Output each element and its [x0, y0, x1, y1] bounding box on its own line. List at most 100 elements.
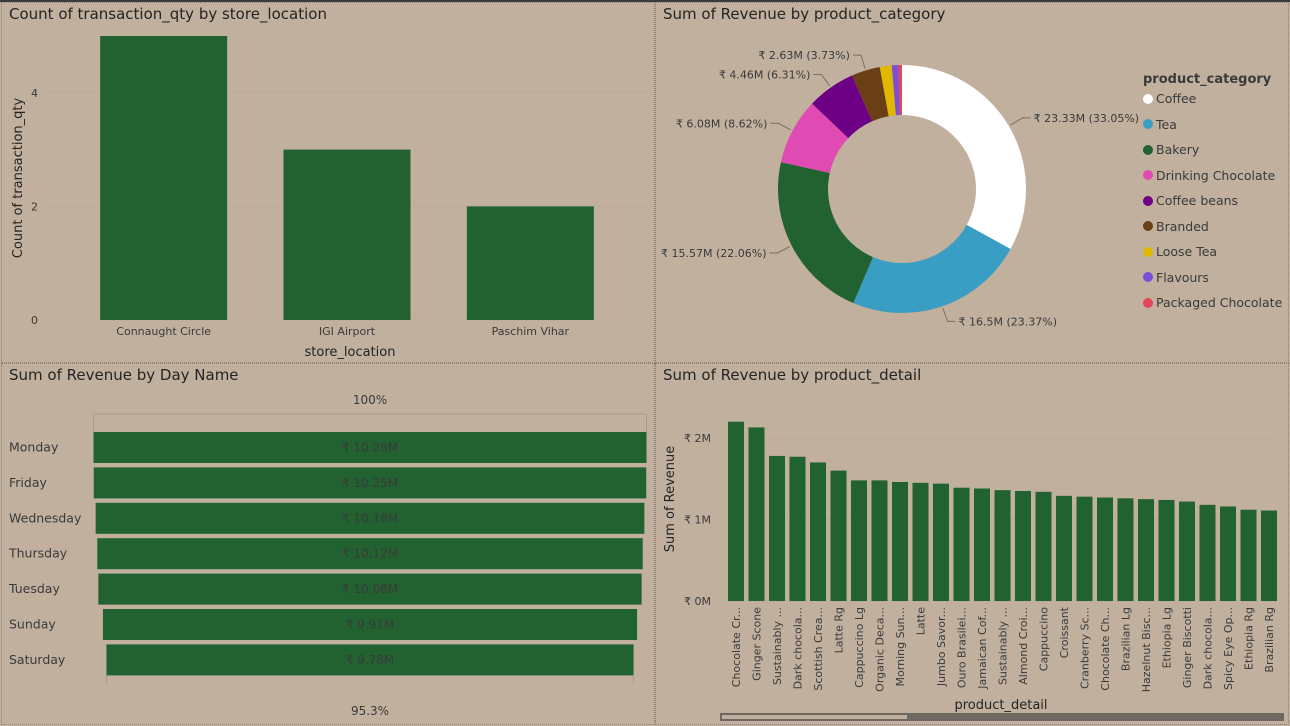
donut-slice[interactable]	[879, 65, 896, 117]
bar[interactable]	[1035, 491, 1052, 601]
x-tick-label: Almond Croi...	[1017, 607, 1030, 685]
x-tick-label: IGI Airport	[319, 325, 376, 338]
funnel-bar[interactable]	[93, 467, 647, 499]
bar[interactable]	[1117, 498, 1134, 601]
x-tick-label: Dark chocola...	[1202, 607, 1215, 689]
bar[interactable]	[1240, 509, 1257, 601]
bar[interactable]	[810, 462, 826, 601]
funnel-bar[interactable]	[102, 609, 638, 640]
bar[interactable]	[466, 206, 594, 320]
slice-label: ₹ 6.08M (8.62%)	[676, 117, 768, 130]
legend-item[interactable]: Bakery	[1143, 137, 1282, 163]
legend-label: Bakery	[1156, 142, 1200, 158]
y-axis-label: Count of transaction_qty	[11, 98, 26, 259]
slice-label: ₹ 23.33M (33.05%)	[1034, 112, 1140, 125]
legend-label: Coffee beans	[1156, 193, 1239, 209]
bar[interactable]	[728, 421, 744, 601]
x-tick-label: Cappuccino	[1038, 607, 1051, 671]
funnel-bottom-percent: 95.3%	[351, 704, 389, 718]
donut-slice[interactable]	[853, 224, 1011, 313]
category-label: Tuesday	[8, 581, 60, 596]
bar[interactable]	[789, 456, 806, 601]
bar[interactable]	[933, 483, 949, 601]
horizontal-scrollbar[interactable]	[720, 713, 1284, 721]
funnel-bar[interactable]	[93, 432, 647, 463]
bar[interactable]	[1199, 504, 1216, 601]
x-axis-label: product_detail	[954, 698, 1047, 713]
x-tick-label: Connaught Circle	[116, 325, 211, 338]
bar[interactable]	[1076, 496, 1093, 601]
donut-slice[interactable]	[778, 162, 873, 304]
bar[interactable]	[1179, 501, 1195, 601]
legend-item[interactable]: Drinking Chocolate	[1143, 163, 1282, 189]
funnel-bar[interactable]	[95, 502, 645, 534]
legend-label: Branded	[1156, 218, 1209, 234]
y-axis-label: Sum of Revenue	[663, 446, 678, 553]
legend-item[interactable]: Branded	[1143, 214, 1282, 240]
day-name-funnel-chart: 100% 95.3% ₹ 10.26M Monday ₹ 10.25M Friday ₹…	[8, 393, 647, 718]
leader-line	[852, 54, 866, 69]
slice-label: ₹ 4.46M (6.31%)	[719, 69, 811, 82]
donut-slice[interactable]	[898, 65, 902, 116]
bar[interactable]	[100, 36, 228, 320]
bar[interactable]	[892, 482, 908, 601]
day-name-chart-panel[interactable]: Sum of Revenue by Day Name 100% 95.3% ₹ …	[1, 363, 655, 725]
legend-item[interactable]: Loose Tea	[1143, 239, 1282, 265]
funnel-bar[interactable]	[106, 644, 634, 676]
bar-value-label: ₹ 9.91M	[346, 618, 395, 632]
legend-title: product_category	[1143, 72, 1272, 87]
legend-swatch	[1143, 93, 1153, 104]
legend-swatch	[1143, 221, 1153, 232]
bar[interactable]	[851, 480, 867, 601]
bar[interactable]	[974, 488, 990, 601]
donut-slice[interactable]	[891, 65, 900, 116]
donut-slice[interactable]	[812, 75, 873, 139]
legend-item[interactable]: Packaged Chocolate	[1143, 290, 1282, 316]
x-tick-label: Ethiopia Rg	[1243, 607, 1256, 670]
bar[interactable]	[283, 149, 411, 320]
category-label: Wednesday	[9, 510, 82, 525]
product-detail-chart-panel[interactable]: Sum of Revenue by product_detail Sum of …	[655, 363, 1289, 725]
y-tick-label: 4	[31, 87, 38, 100]
legend-swatch	[1143, 119, 1153, 130]
leader-line	[1010, 117, 1031, 126]
chart-title: Sum of Revenue by Day Name	[9, 366, 239, 384]
bar[interactable]	[871, 480, 888, 601]
bar[interactable]	[1138, 499, 1154, 601]
category-label: Monday	[9, 440, 59, 455]
donut-slice[interactable]	[780, 103, 849, 173]
bar[interactable]	[1158, 499, 1175, 601]
bar[interactable]	[1097, 497, 1113, 601]
top-border	[0, 0, 1290, 2]
product-category-chart-panel[interactable]: Sum of Revenue by product_category ₹ 23.…	[655, 2, 1289, 363]
bar[interactable]	[1261, 510, 1277, 601]
slice-label: ₹ 2.63M (3.73%)	[758, 49, 850, 62]
bar[interactable]	[912, 482, 929, 601]
legend-item[interactable]: Coffee	[1143, 86, 1282, 112]
bar[interactable]	[1220, 506, 1236, 601]
donut-slice[interactable]	[852, 67, 889, 122]
x-tick-label: Organic Deca...	[874, 607, 887, 692]
chart-title: Sum of Revenue by product_category	[663, 5, 946, 23]
bar[interactable]	[769, 455, 785, 601]
bar[interactable]	[1056, 495, 1072, 601]
bar[interactable]	[994, 490, 1011, 601]
x-tick-label: Sustainably ...	[997, 607, 1010, 685]
bar[interactable]	[748, 427, 765, 601]
legend-item[interactable]: Coffee beans	[1143, 188, 1282, 214]
legend-label: Drinking Chocolate	[1156, 167, 1276, 183]
store-location-chart-panel[interactable]: Count of transaction_qty by store_locati…	[1, 2, 655, 363]
bar[interactable]	[953, 487, 970, 601]
legend-swatch	[1143, 246, 1153, 257]
x-tick-label: Ginger Biscotti	[1181, 607, 1194, 688]
donut-slice[interactable]	[902, 65, 1026, 250]
slice-label: ₹ 16.5M (23.37%)	[959, 315, 1058, 328]
bar[interactable]	[1015, 490, 1031, 601]
legend-item[interactable]: Tea	[1143, 112, 1282, 138]
funnel-bar[interactable]	[98, 573, 642, 605]
legend-item[interactable]: Flavours	[1143, 265, 1282, 291]
scrollbar-thumb[interactable]	[720, 713, 909, 721]
funnel-bar[interactable]	[97, 538, 643, 570]
y-tick-label: ₹ 1M	[684, 514, 711, 527]
bar[interactable]	[830, 470, 847, 601]
